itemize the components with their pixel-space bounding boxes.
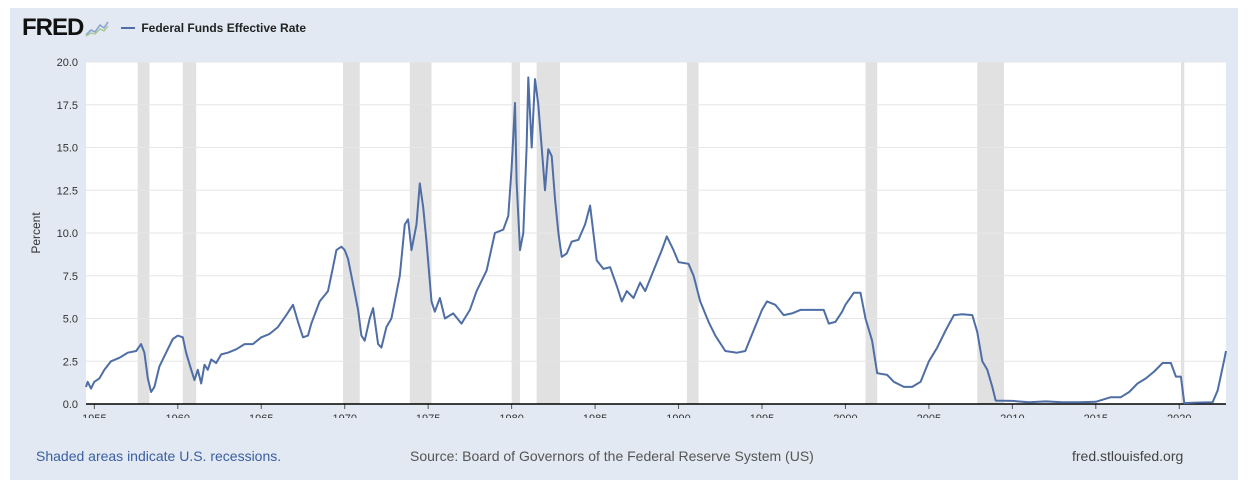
y-tick-label: 10.0: [57, 228, 78, 240]
x-tick-label: 2010: [1000, 413, 1024, 418]
x-tick-label: 1960: [166, 413, 190, 418]
sparkline-icon: [85, 21, 110, 37]
x-tick-label: 2020: [1167, 413, 1191, 418]
x-tick-label: 2005: [917, 413, 941, 418]
legend: Federal Funds Effective Rate: [121, 21, 306, 35]
x-tick-label: 1970: [332, 413, 356, 418]
y-axis-title: Percent: [29, 212, 43, 254]
x-tick-label: 1980: [499, 413, 523, 418]
line-chart: 0.0 2.5 5.0 7.5 10.0 12.5 15.0 17.5 20.0 1955 1960…: [29, 57, 1227, 418]
x-tick-label: 1955: [82, 413, 106, 418]
x-tick-label: 2015: [1084, 413, 1108, 418]
x-tick-label: 1995: [750, 413, 774, 418]
y-tick-label: 2.5: [63, 356, 78, 368]
chart-footer: Shaded areas indicate U.S. recessions. S…: [10, 440, 1238, 472]
fred-logo[interactable]: FRED: [22, 14, 84, 41]
y-tick-label: 15.0: [57, 143, 78, 155]
x-tick-label: 1965: [249, 413, 273, 418]
legend-label: Federal Funds Effective Rate: [141, 21, 307, 35]
y-tick-label: 0.0: [63, 399, 78, 411]
site-url: fred.stlouisfed.org: [1072, 448, 1184, 464]
source-text: Source: Board of Governors of the Federa…: [410, 448, 814, 464]
x-tick-label: 2000: [833, 413, 857, 418]
series-line[interactable]: [85, 76, 1227, 405]
legend-swatch: [121, 27, 136, 29]
chart-panel: FRED Federal Funds Effective Rate 0.0 2.5…: [10, 8, 1238, 480]
chart-header: FRED Federal Funds Effective Rate: [22, 14, 306, 42]
x-tick-label: 1985: [583, 413, 607, 418]
x-tick-label: 1990: [666, 413, 690, 418]
y-tick-label: 20.0: [57, 57, 78, 69]
recession-note-link[interactable]: Shaded areas indicate U.S. recessions.: [36, 448, 282, 464]
y-tick-label: 5.0: [63, 314, 78, 326]
y-tick-label: 12.5: [57, 185, 78, 197]
x-tick-label: 1975: [416, 413, 440, 418]
y-tick-label: 17.5: [57, 100, 78, 112]
y-tick-label: 7.5: [63, 271, 78, 283]
